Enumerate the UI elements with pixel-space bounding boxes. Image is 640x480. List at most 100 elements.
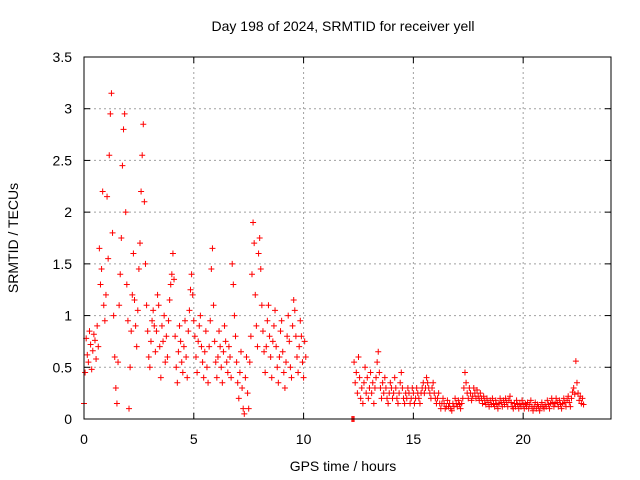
data-point [155,302,162,309]
data-point [197,312,204,319]
data-point [289,322,296,329]
data-point [373,374,380,381]
data-point [117,271,124,278]
data-point [98,266,105,273]
data-point [235,395,242,402]
data-point [492,397,499,404]
data-point [225,343,232,350]
y-tick-label: 2.5 [53,152,73,168]
data-point [380,390,387,397]
data-point [360,379,367,386]
data-point [141,198,148,205]
data-point [146,364,153,371]
data-point [248,271,255,278]
data-point [382,384,389,391]
data-point [266,333,273,340]
data-point [397,379,404,386]
data-point [296,343,303,350]
data-point [247,333,254,340]
data-point [162,359,169,366]
data-point [465,395,472,402]
data-point [366,384,373,391]
data-point [149,317,156,324]
data-point [452,395,459,402]
data-point [270,322,277,329]
data-point [142,260,149,267]
data-point [127,364,134,371]
x-tick-label: 0 [80,431,88,447]
data-point [384,395,391,402]
data-point [242,374,249,381]
data-point [222,338,229,345]
data-point [220,348,227,355]
data-point [178,359,185,366]
data-point [254,343,261,350]
data-point [435,390,442,397]
data-point [274,364,281,371]
data-point [393,395,400,402]
data-point [519,397,526,404]
data-point [255,250,262,257]
data-point [580,401,587,408]
data-point [461,369,468,376]
data-point [95,343,102,350]
data-point [175,348,182,355]
data-point [169,250,176,257]
data-point [391,374,398,381]
data-point [516,400,523,407]
data-point [153,328,160,335]
x-tick-labels: 0 5 10 15 20 [80,431,531,447]
data-point [302,353,309,360]
data-point [286,338,293,345]
data-point [469,393,476,400]
data-point [544,397,551,404]
data-point [546,405,553,412]
data-point [123,281,130,288]
data-point [359,400,366,407]
data-point [572,358,579,365]
data-point [434,395,441,402]
data-point [136,240,143,247]
data-point [228,374,235,381]
data-point [489,395,496,402]
data-point [508,399,515,406]
x-tick-label: 5 [190,431,198,447]
data-point [295,369,302,376]
data-point [411,400,418,407]
data-point [202,328,209,335]
data-point [354,390,361,397]
data-point [362,364,369,371]
data-point [441,400,448,407]
data-point [229,260,236,267]
data-point [444,397,451,404]
data-point [217,343,224,350]
data-point [150,307,157,314]
data-point [558,405,565,412]
data-point [82,369,89,376]
data-point [218,364,225,371]
y-tick-labels: 0 0.5 1 1.5 2 2.5 3 3.5 [53,49,73,427]
data-point [267,353,274,360]
y-tick-label: 3.5 [53,49,73,65]
data-point [457,405,464,412]
data-point [430,379,437,386]
data-point [290,297,297,304]
data-point [490,400,497,407]
data-point [245,405,252,412]
data-point [483,395,490,402]
data-point [288,374,295,381]
data-point [109,229,116,236]
data-point [399,384,406,391]
data-point [502,395,509,402]
data-point [257,266,264,273]
data-point [177,338,184,345]
data-point [221,322,228,329]
data-point [130,250,137,257]
data-point [239,384,246,391]
data-point [86,328,93,335]
data-point [269,338,276,345]
data-point [368,390,375,397]
data-point [356,374,363,381]
data-point [258,302,265,309]
data-point [536,407,543,414]
